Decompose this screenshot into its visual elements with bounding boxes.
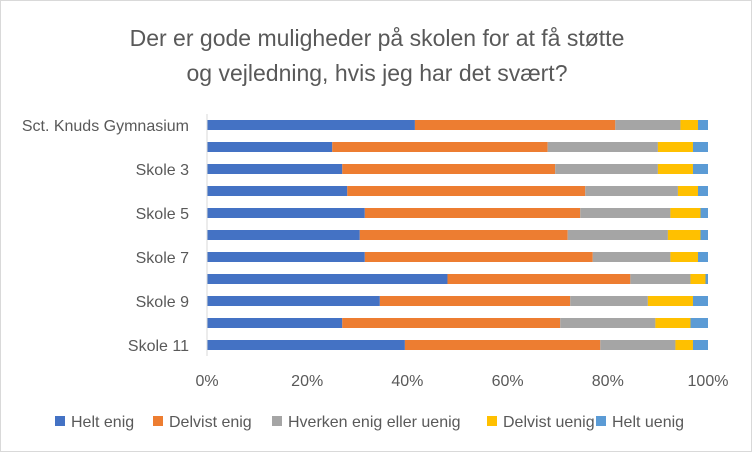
bar-hverken-enig-eller-uenig-3: [555, 164, 658, 174]
legend: Helt enig Delvist enig Hverken enig eller …: [55, 414, 684, 431]
legend-label: Delvist uenig: [503, 414, 595, 431]
bar-hverken-enig-eller-uenig-10: [560, 318, 656, 328]
bar-delvist-enig-3: [342, 164, 556, 174]
legend-swatch: [596, 416, 606, 426]
x-tick-label: 100%: [688, 373, 729, 390]
bar-delvist-enig-2: [332, 142, 548, 152]
bar-helt-uenig-1: [697, 120, 708, 130]
legend-swatch: [153, 416, 163, 426]
legend-label: Hverken enig eller uenig: [288, 414, 461, 431]
bar-helt-enig-3: [207, 164, 343, 174]
chart-title-line-1: Der er gode muligheder på skolen for at …: [130, 25, 625, 51]
bar-delvist-uenig-6: [667, 230, 701, 240]
bar-delvist-uenig-9: [647, 296, 693, 306]
bar-delvist-enig-5: [364, 208, 581, 218]
bar-helt-enig-11: [207, 340, 405, 350]
bar-hverken-enig-eller-uenig-7: [592, 252, 671, 262]
category-label: Sct. Knuds Gymnasium: [22, 118, 189, 135]
category-label: Skole 5: [136, 206, 189, 223]
bar-helt-enig-6: [207, 230, 360, 240]
legend-label: Helt uenig: [612, 414, 684, 431]
bars-group: [207, 120, 708, 350]
bar-delvist-uenig-10: [655, 318, 691, 328]
legend-label: Delvist enig: [169, 414, 252, 431]
bar-hverken-enig-eller-uenig-1: [615, 120, 681, 130]
legend-label: Helt enig: [71, 414, 134, 431]
bar-hverken-enig-eller-uenig-5: [580, 208, 671, 218]
category-label: Skole 11: [128, 338, 189, 355]
bar-helt-uenig-4: [697, 186, 708, 196]
bar-hverken-enig-eller-uenig-2: [547, 142, 658, 152]
bar-helt-enig-5: [207, 208, 365, 218]
bar-helt-enig-4: [207, 186, 348, 196]
x-tick-label: 0%: [195, 373, 218, 390]
bar-delvist-enig-8: [447, 274, 631, 284]
bar-hverken-enig-eller-uenig-4: [585, 186, 678, 196]
chart-title-line-2: og vejledning, hvis jeg har det svært?: [187, 60, 568, 86]
legend-swatch: [55, 416, 65, 426]
bar-helt-uenig-6: [700, 230, 708, 240]
bar-helt-enig-10: [207, 318, 343, 328]
legend-swatch: [272, 416, 282, 426]
bar-delvist-uenig-4: [677, 186, 698, 196]
bar-delvist-uenig-5: [670, 208, 701, 218]
legend-swatch: [487, 416, 497, 426]
bar-delvist-enig-10: [342, 318, 561, 328]
category-label: Skole 9: [136, 294, 189, 311]
x-tick-label: 20%: [291, 373, 323, 390]
bar-helt-enig-7: [207, 252, 365, 262]
bar-delvist-enig-9: [379, 296, 571, 306]
bar-helt-uenig-5: [700, 208, 708, 218]
bar-hverken-enig-eller-uenig-6: [567, 230, 668, 240]
bar-delvist-enig-7: [364, 252, 593, 262]
category-label: Skole 7: [136, 250, 189, 267]
bar-helt-uenig-7: [697, 252, 708, 262]
bar-helt-enig-1: [207, 120, 415, 130]
bar-delvist-enig-1: [414, 120, 616, 130]
bar-delvist-enig-6: [359, 230, 568, 240]
bar-helt-enig-2: [207, 142, 333, 152]
bar-helt-uenig-3: [692, 164, 708, 174]
bar-delvist-uenig-3: [657, 164, 693, 174]
bar-helt-uenig-9: [692, 296, 708, 306]
bar-hverken-enig-eller-uenig-9: [570, 296, 648, 306]
category-axis-labels: Sct. Knuds Gymnasium Skole 3 Skole 5 Skole …: [22, 118, 189, 355]
bar-helt-enig-8: [207, 274, 448, 284]
category-label: Skole 3: [136, 162, 189, 179]
bar-hverken-enig-eller-uenig-11: [600, 340, 676, 350]
bar-delvist-uenig-1: [680, 120, 698, 130]
bar-helt-uenig-11: [692, 340, 708, 350]
bar-delvist-enig-4: [347, 186, 586, 196]
x-tick-label: 80%: [592, 373, 624, 390]
bar-delvist-enig-11: [404, 340, 601, 350]
x-tick-label: 40%: [391, 373, 423, 390]
bar-helt-uenig-10: [690, 318, 708, 328]
bar-hverken-enig-eller-uenig-8: [630, 274, 691, 284]
x-tick-label: 60%: [492, 373, 524, 390]
bar-delvist-uenig-7: [670, 252, 698, 262]
bar-helt-uenig-8: [705, 274, 708, 284]
bar-delvist-uenig-2: [657, 142, 693, 152]
bar-delvist-uenig-11: [675, 340, 693, 350]
bar-helt-enig-9: [207, 296, 380, 306]
value-axis-tick-labels: 0% 20% 40% 60% 80% 100%: [195, 373, 728, 390]
bar-delvist-uenig-8: [690, 274, 706, 284]
bar-helt-uenig-2: [692, 142, 708, 152]
